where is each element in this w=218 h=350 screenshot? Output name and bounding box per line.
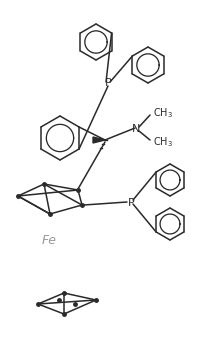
Text: CH$_3$: CH$_3$	[153, 135, 173, 149]
Text: P: P	[105, 78, 111, 88]
Text: CH$_3$: CH$_3$	[153, 106, 173, 120]
Text: P: P	[128, 198, 134, 208]
Text: N: N	[132, 124, 140, 134]
Polygon shape	[93, 137, 105, 143]
Text: Fe: Fe	[42, 233, 57, 246]
